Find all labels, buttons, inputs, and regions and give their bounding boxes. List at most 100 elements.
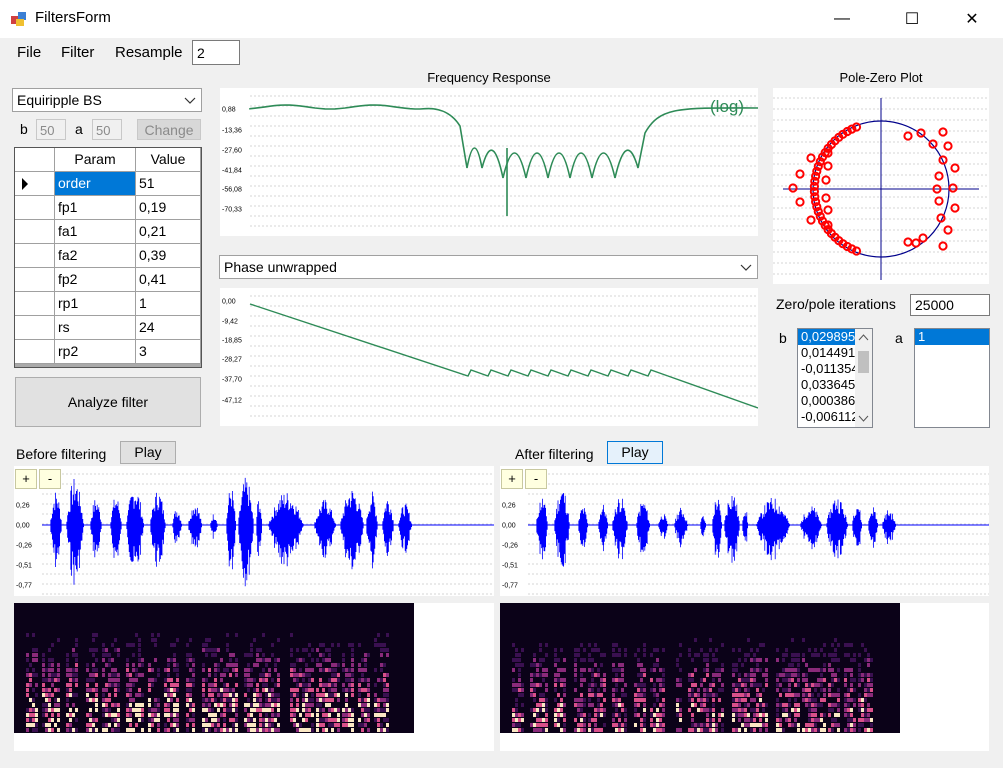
value-cell[interactable]: 0,21 <box>136 220 201 244</box>
value-cell[interactable]: 3 <box>136 340 201 364</box>
row-header[interactable] <box>15 340 55 364</box>
grid-header-param[interactable]: Param <box>55 148 136 172</box>
param-cell[interactable]: fa1 <box>55 220 136 244</box>
zero-marker <box>934 171 944 181</box>
a-order-input[interactable]: 50 <box>92 119 122 140</box>
zero-marker <box>813 161 823 172</box>
b-coeff-list[interactable]: 0,029895 0,014491 -0,011354 0,033645 0,00038… <box>797 328 873 428</box>
phase-ytick: -28,27 <box>222 357 242 364</box>
value-cell[interactable]: 1 <box>136 292 201 316</box>
grid-row-order[interactable]: order 51 <box>15 172 201 196</box>
wave-ytick: 0,00 <box>16 523 30 530</box>
param-grid[interactable]: Param Value order 51 fp1 0,19 fa1 0,21 fa2 0,39… <box>14 147 202 368</box>
freq-response-title: Frequency Response <box>427 70 551 85</box>
minimize-button[interactable]: — <box>819 0 865 38</box>
freq-ytick: -41,84 <box>222 168 242 175</box>
row-header[interactable] <box>15 268 55 292</box>
row-header[interactable] <box>15 292 55 316</box>
b-coeff-label: b <box>779 330 787 346</box>
param-cell[interactable]: fa2 <box>55 244 136 268</box>
zoom-out-before-button[interactable]: - <box>39 469 61 489</box>
zero-marker <box>851 122 862 132</box>
zero-marker <box>810 176 820 186</box>
zero-marker <box>950 163 960 173</box>
menu-filter[interactable]: Filter <box>61 44 95 61</box>
b-coeff-item[interactable]: 0,000386 <box>801 393 856 408</box>
value-cell[interactable]: 0,19 <box>136 196 201 220</box>
freq-ytick: -70,33 <box>222 207 242 214</box>
resample-label: Resample <box>115 44 183 61</box>
play-before-button[interactable]: Play <box>120 441 176 464</box>
grid-row-fp1[interactable]: fp1 0,19 <box>15 196 201 220</box>
zoom-in-after-button[interactable]: + <box>501 469 523 489</box>
app-icon <box>11 11 27 27</box>
zero-marker <box>903 237 913 247</box>
freq-response-plot[interactable]: 0,88 -13,36 -27,60 -41,84 -56,08 -70,33 (log) <box>220 88 758 236</box>
zero-marker <box>938 241 948 251</box>
freq-ytick: -27,60 <box>222 148 242 155</box>
param-cell[interactable]: fp2 <box>55 268 136 292</box>
menu-file[interactable]: File <box>17 44 42 61</box>
iterations-input[interactable]: 25000 <box>910 294 990 316</box>
grid-row-rp2[interactable]: rp2 3 <box>15 340 201 364</box>
close-button[interactable]: ✕ <box>949 0 995 38</box>
after-waveform[interactable]: 0,26 0,00 -0,26 -0,51 -0,77 <box>500 466 989 596</box>
close-icon: ✕ <box>965 11 979 28</box>
b-coeff-item[interactable]: 0,014491 <box>801 345 856 360</box>
grid-row-fa2[interactable]: fa2 0,39 <box>15 244 201 268</box>
zero-marker <box>842 126 852 137</box>
grid-header-value[interactable]: Value <box>136 148 201 172</box>
maximize-button[interactable]: ☐ <box>889 0 935 38</box>
phase-plot[interactable]: 0,00 -9,42 -18,85 -28,27 -37,70 -47,12 <box>220 288 758 426</box>
value-cell[interactable]: 0,39 <box>136 244 201 268</box>
param-cell[interactable]: order <box>55 172 136 196</box>
zero-marker <box>916 128 926 138</box>
row-header[interactable] <box>15 220 55 244</box>
param-cell[interactable]: rp2 <box>55 340 136 364</box>
analyze-filter-button[interactable]: Analyze filter <box>15 377 201 427</box>
param-cell[interactable]: rp1 <box>55 292 136 316</box>
row-header[interactable] <box>15 172 55 196</box>
zoom-out-after-button[interactable]: - <box>525 469 547 489</box>
b-coeff-item[interactable]: -0,011354 <box>801 361 856 376</box>
spectrogram-energy <box>512 638 873 732</box>
filter-type-combo[interactable]: Equiripple BS <box>12 88 202 112</box>
play-after-button[interactable]: Play <box>607 441 663 464</box>
zero-marker <box>932 184 942 194</box>
row-header[interactable] <box>15 316 55 340</box>
phase-mode-combo[interactable]: Phase unwrapped <box>219 255 758 279</box>
value-cell[interactable]: 24 <box>136 316 201 340</box>
zero-marker <box>806 215 816 225</box>
b-order-input[interactable]: 50 <box>36 119 66 140</box>
row-header[interactable] <box>15 244 55 268</box>
zero-marker <box>788 183 798 193</box>
grid-row-fp2[interactable]: fp2 0,41 <box>15 268 201 292</box>
spectrogram-energy <box>26 633 389 732</box>
zero-marker <box>851 246 862 256</box>
b-coeff-item[interactable]: -0,006112 <box>801 409 856 424</box>
param-cell[interactable]: fp1 <box>55 196 136 220</box>
row-header[interactable] <box>15 196 55 220</box>
value-cell[interactable]: 51 <box>136 172 201 196</box>
a-coeff-item[interactable]: 1 <box>915 329 989 345</box>
b-coeff-item[interactable]: 0,033645 <box>801 377 856 392</box>
pole-zero-plot[interactable] <box>773 88 989 284</box>
wave-ytick: -0,51 <box>16 563 32 570</box>
window-title: FiltersForm <box>35 9 111 26</box>
b-coeff-item[interactable]: 0,029895 <box>798 329 856 345</box>
grid-row-fa1[interactable]: fa1 0,21 <box>15 220 201 244</box>
phase-ytick: 0,00 <box>222 299 236 306</box>
row-pointer-icon <box>22 178 28 190</box>
param-cell[interactable]: rs <box>55 316 136 340</box>
grid-row-rp1[interactable]: rp1 1 <box>15 292 201 316</box>
change-button[interactable]: Change <box>137 119 201 140</box>
grid-row-rs[interactable]: rs 24 <box>15 316 201 340</box>
value-cell[interactable]: 0,41 <box>136 268 201 292</box>
zero-marker <box>815 211 825 221</box>
before-waveform[interactable]: 0,26 0,00 -0,26 -0,51 -0,77 <box>14 466 494 596</box>
b-coeff-scrollbar[interactable] <box>855 329 872 427</box>
zoom-in-before-button[interactable]: + <box>15 469 37 489</box>
resample-input[interactable] <box>192 40 240 65</box>
a-coeff-list[interactable]: 1 <box>914 328 990 428</box>
chevron-down-icon <box>740 264 752 271</box>
